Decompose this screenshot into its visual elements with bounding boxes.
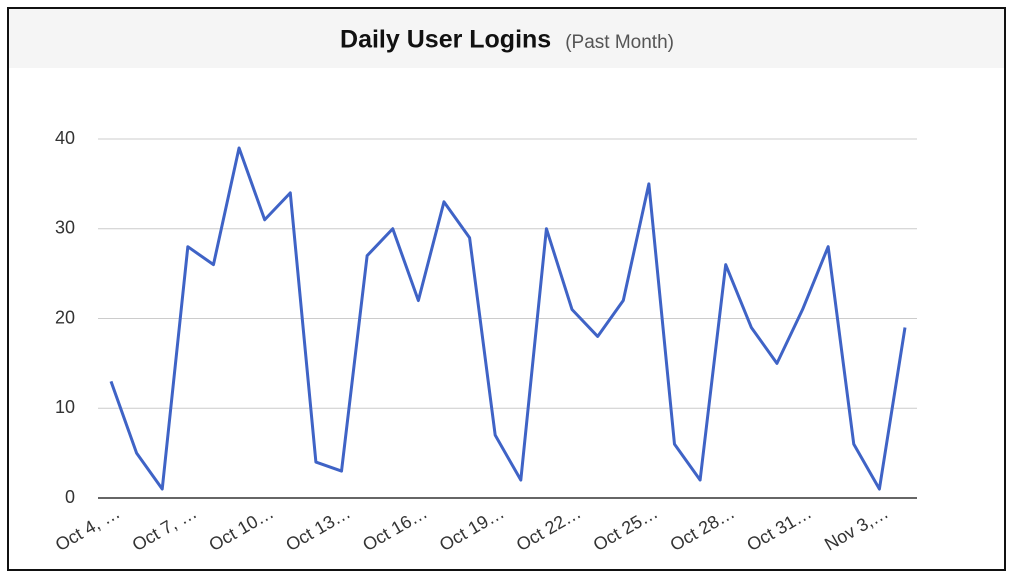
chart-subtitle: (Past Month) [565, 32, 674, 53]
y-tick-label: 40 [55, 128, 75, 148]
header [9, 9, 1004, 68]
frame [7, 7, 1006, 571]
y-tick-label: 30 [55, 218, 75, 238]
y-tick-label: 10 [55, 397, 75, 417]
data-line [109, 146, 907, 491]
chart-title: Daily User Logins [340, 26, 551, 54]
y-tick-label: 0 [65, 487, 75, 507]
y-tick-label: 20 [55, 307, 75, 327]
